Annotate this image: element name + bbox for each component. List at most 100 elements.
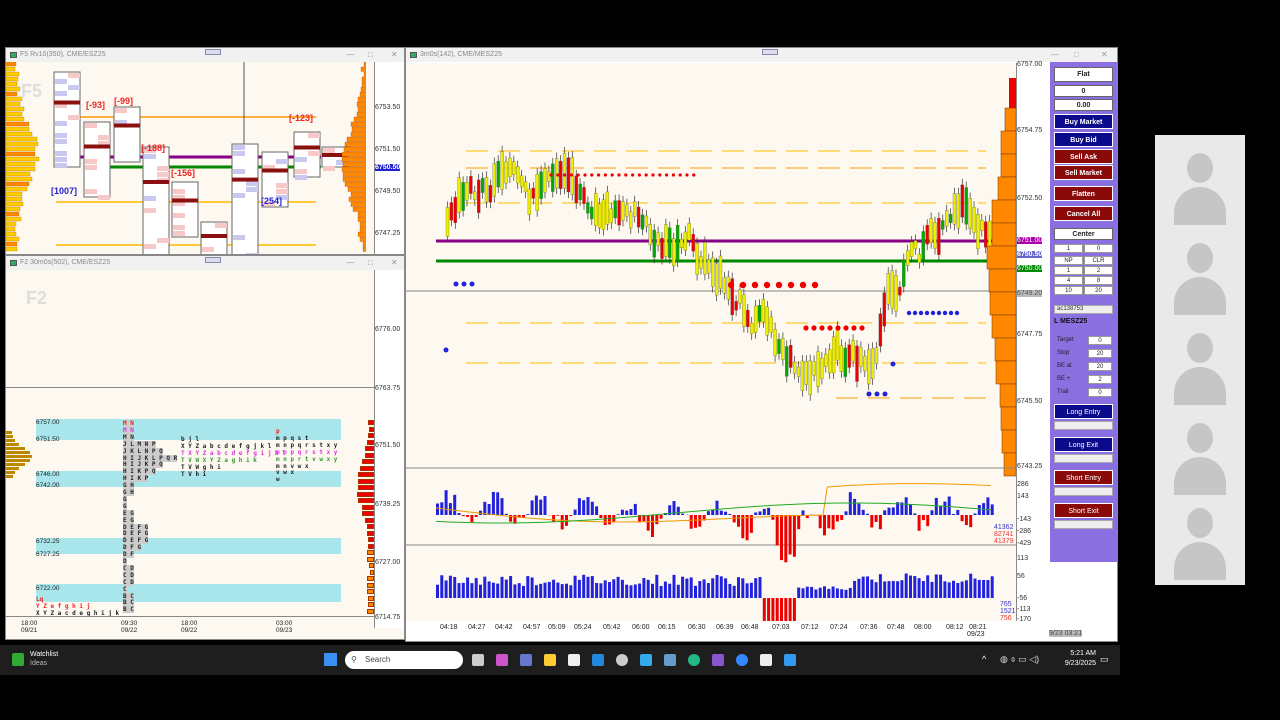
clock-time[interactable]: 5:21 AM [1070, 650, 1096, 657]
delta-bar [642, 515, 646, 522]
volume-delta-bar [732, 585, 736, 598]
windows-start-icon[interactable] [324, 653, 337, 666]
trail-input[interactable]: 0 [1088, 388, 1112, 397]
qty-preset[interactable]: 1 [1054, 266, 1083, 275]
tpo-plot[interactable]: 6757.00 6751.50 6746.00 6742.00 6732.25 6727.… [6, 256, 374, 639]
short-exit-button[interactable]: Short Exit [1054, 503, 1113, 518]
app-icon[interactable] [664, 654, 676, 666]
delta-bar [874, 515, 878, 522]
delta-bar [552, 515, 556, 522]
volume-profile-bar [6, 211, 20, 217]
buy-market-button[interactable]: Buy Market [1054, 114, 1113, 129]
drag-handle[interactable] [205, 49, 221, 55]
candle-body [835, 327, 840, 361]
app-icon[interactable] [640, 654, 652, 666]
drag-handle[interactable] [205, 257, 221, 263]
footprint-cell [55, 103, 67, 108]
buy-bid-button[interactable]: Buy Bid [1054, 132, 1113, 147]
long-entry-button[interactable]: Long Entry [1054, 404, 1113, 419]
qty-preset[interactable]: 8 [1084, 276, 1113, 285]
candle-body [551, 163, 555, 192]
time-tick: 08:12 [946, 624, 964, 631]
price-axis[interactable]: 6753.50 6751.50 6750.50 6749.50 6747.25 [374, 62, 404, 254]
quantity-input[interactable]: 1 [1054, 244, 1083, 253]
maximize-icon[interactable]: □ [368, 258, 373, 267]
teams-icon[interactable] [520, 654, 532, 666]
target-input[interactable]: 0 [1088, 336, 1112, 345]
volume-profile-bar [368, 602, 374, 607]
price-chart-plot[interactable] [406, 63, 1016, 621]
window-titlebar[interactable]: F5 Rv10(350), CME/ESZ25 — □ ✕ [6, 48, 404, 62]
qty-preset[interactable]: 10 [1054, 286, 1083, 295]
settings-icon[interactable] [616, 654, 628, 666]
short-exit-select[interactable] [1054, 520, 1113, 529]
minimize-icon[interactable]: — [1051, 50, 1059, 59]
qty-preset[interactable]: 20 [1084, 286, 1113, 295]
copilot-icon[interactable] [496, 654, 508, 666]
store-icon[interactable] [568, 654, 580, 666]
edge-icon[interactable] [688, 654, 700, 666]
outlook-icon[interactable] [592, 654, 604, 666]
footprint-cell [85, 165, 97, 170]
main-chart-window[interactable]: 3m0s(142), CME/MESZ25 — □ ✕ 6757.00 6754.75… [405, 47, 1118, 642]
qty-preset-np[interactable]: NP [1054, 256, 1083, 265]
close-icon[interactable]: ✕ [391, 258, 398, 267]
footprint-cell [233, 193, 245, 198]
minimize-icon[interactable]: — [346, 258, 354, 267]
flatten-button[interactable]: Flatten [1054, 186, 1113, 201]
delta-bar [625, 510, 629, 515]
long-exit-select[interactable] [1054, 454, 1113, 463]
long-entry-select[interactable] [1054, 421, 1113, 430]
volume-profile-bar [6, 236, 20, 242]
delta-bar [595, 506, 599, 515]
close-icon[interactable]: ✕ [1101, 50, 1108, 59]
qty-preset[interactable]: 4 [1054, 276, 1083, 285]
stop-input[interactable]: 20 [1088, 349, 1112, 358]
sell-ask-button[interactable]: Sell Ask [1054, 149, 1113, 164]
be-at-input[interactable]: 20 [1088, 362, 1112, 371]
candle-body [519, 175, 524, 188]
long-exit-button[interactable]: Long Exit [1054, 437, 1113, 452]
short-entry-button[interactable]: Short Entry [1054, 470, 1113, 485]
maximize-icon[interactable]: □ [368, 50, 373, 59]
short-entry-select[interactable] [1054, 487, 1113, 496]
qty-preset-clr[interactable]: CLR [1084, 256, 1113, 265]
visual-studio-icon[interactable] [712, 654, 724, 666]
app-icon[interactable] [784, 654, 796, 666]
clock-date[interactable]: 9/23/2025 [1064, 660, 1096, 667]
tray-icons[interactable]: ◍ ⌽ ▭ ◁) [1000, 654, 1040, 664]
tray-chevron-icon[interactable]: ^ [982, 654, 987, 664]
window-titlebar[interactable]: F2 30m0s(502), CME/ESZ25 — □ ✕ [6, 256, 404, 270]
account-select[interactable]: ac138753 [1054, 305, 1113, 314]
close-icon[interactable]: ✕ [391, 50, 398, 59]
drag-handle[interactable] [761, 49, 778, 55]
search-box[interactable]: ⚲ Search [345, 651, 463, 669]
zoom-icon[interactable] [736, 654, 748, 666]
notification-icon[interactable]: ▭ [1100, 654, 1109, 664]
volume-profile-bar [356, 111, 366, 117]
footprint-chart-window[interactable]: F5 Rv10(350), CME/ESZ25 — □ ✕ F5 [-93] [-99… [5, 47, 405, 255]
qty-preset[interactable]: 2 [1084, 266, 1113, 275]
file-explorer-icon[interactable] [544, 654, 556, 666]
app-icon[interactable] [760, 654, 772, 666]
cancel-all-button[interactable]: Cancel All [1054, 206, 1113, 221]
tpo-chart-window[interactable]: F2 30m0s(502), CME/ESZ25— □ ✕ F2 6757.00 67… [5, 255, 405, 640]
be-plus-input[interactable]: 2 [1088, 375, 1112, 384]
watchlist-widget-icon[interactable] [12, 653, 24, 666]
center-button[interactable]: Center [1054, 228, 1113, 240]
task-view-icon[interactable] [472, 654, 484, 666]
tpo-row: H I J K L P Q R [123, 454, 178, 462]
maximize-icon[interactable]: □ [1074, 50, 1079, 59]
sell-market-button[interactable]: Sell Market [1054, 165, 1113, 180]
quantity-right[interactable]: 0 [1084, 244, 1113, 253]
window-titlebar[interactable]: 3m0s(142), CME/MESZ25 — □ ✕ [406, 48, 1117, 62]
time-tick: 06:30 [688, 624, 706, 631]
footprint-plot[interactable] [6, 62, 366, 255]
volume-delta-bar [745, 583, 749, 598]
volume-profile-bar [6, 176, 33, 182]
price-axis[interactable]: 6757.00 6754.75 6752.50 6751.00 6750.50 … [1016, 61, 1051, 623]
price-axis[interactable]: 6776.00 6763.75 6751.50 6739.25 6727.00 … [374, 270, 404, 628]
signal-dot [936, 310, 942, 316]
time-axis[interactable]: 04:18 04:27 04:42 04:57 05:09 05:24 05:42 06:00… [406, 622, 1016, 638]
minimize-icon[interactable]: — [346, 50, 354, 59]
